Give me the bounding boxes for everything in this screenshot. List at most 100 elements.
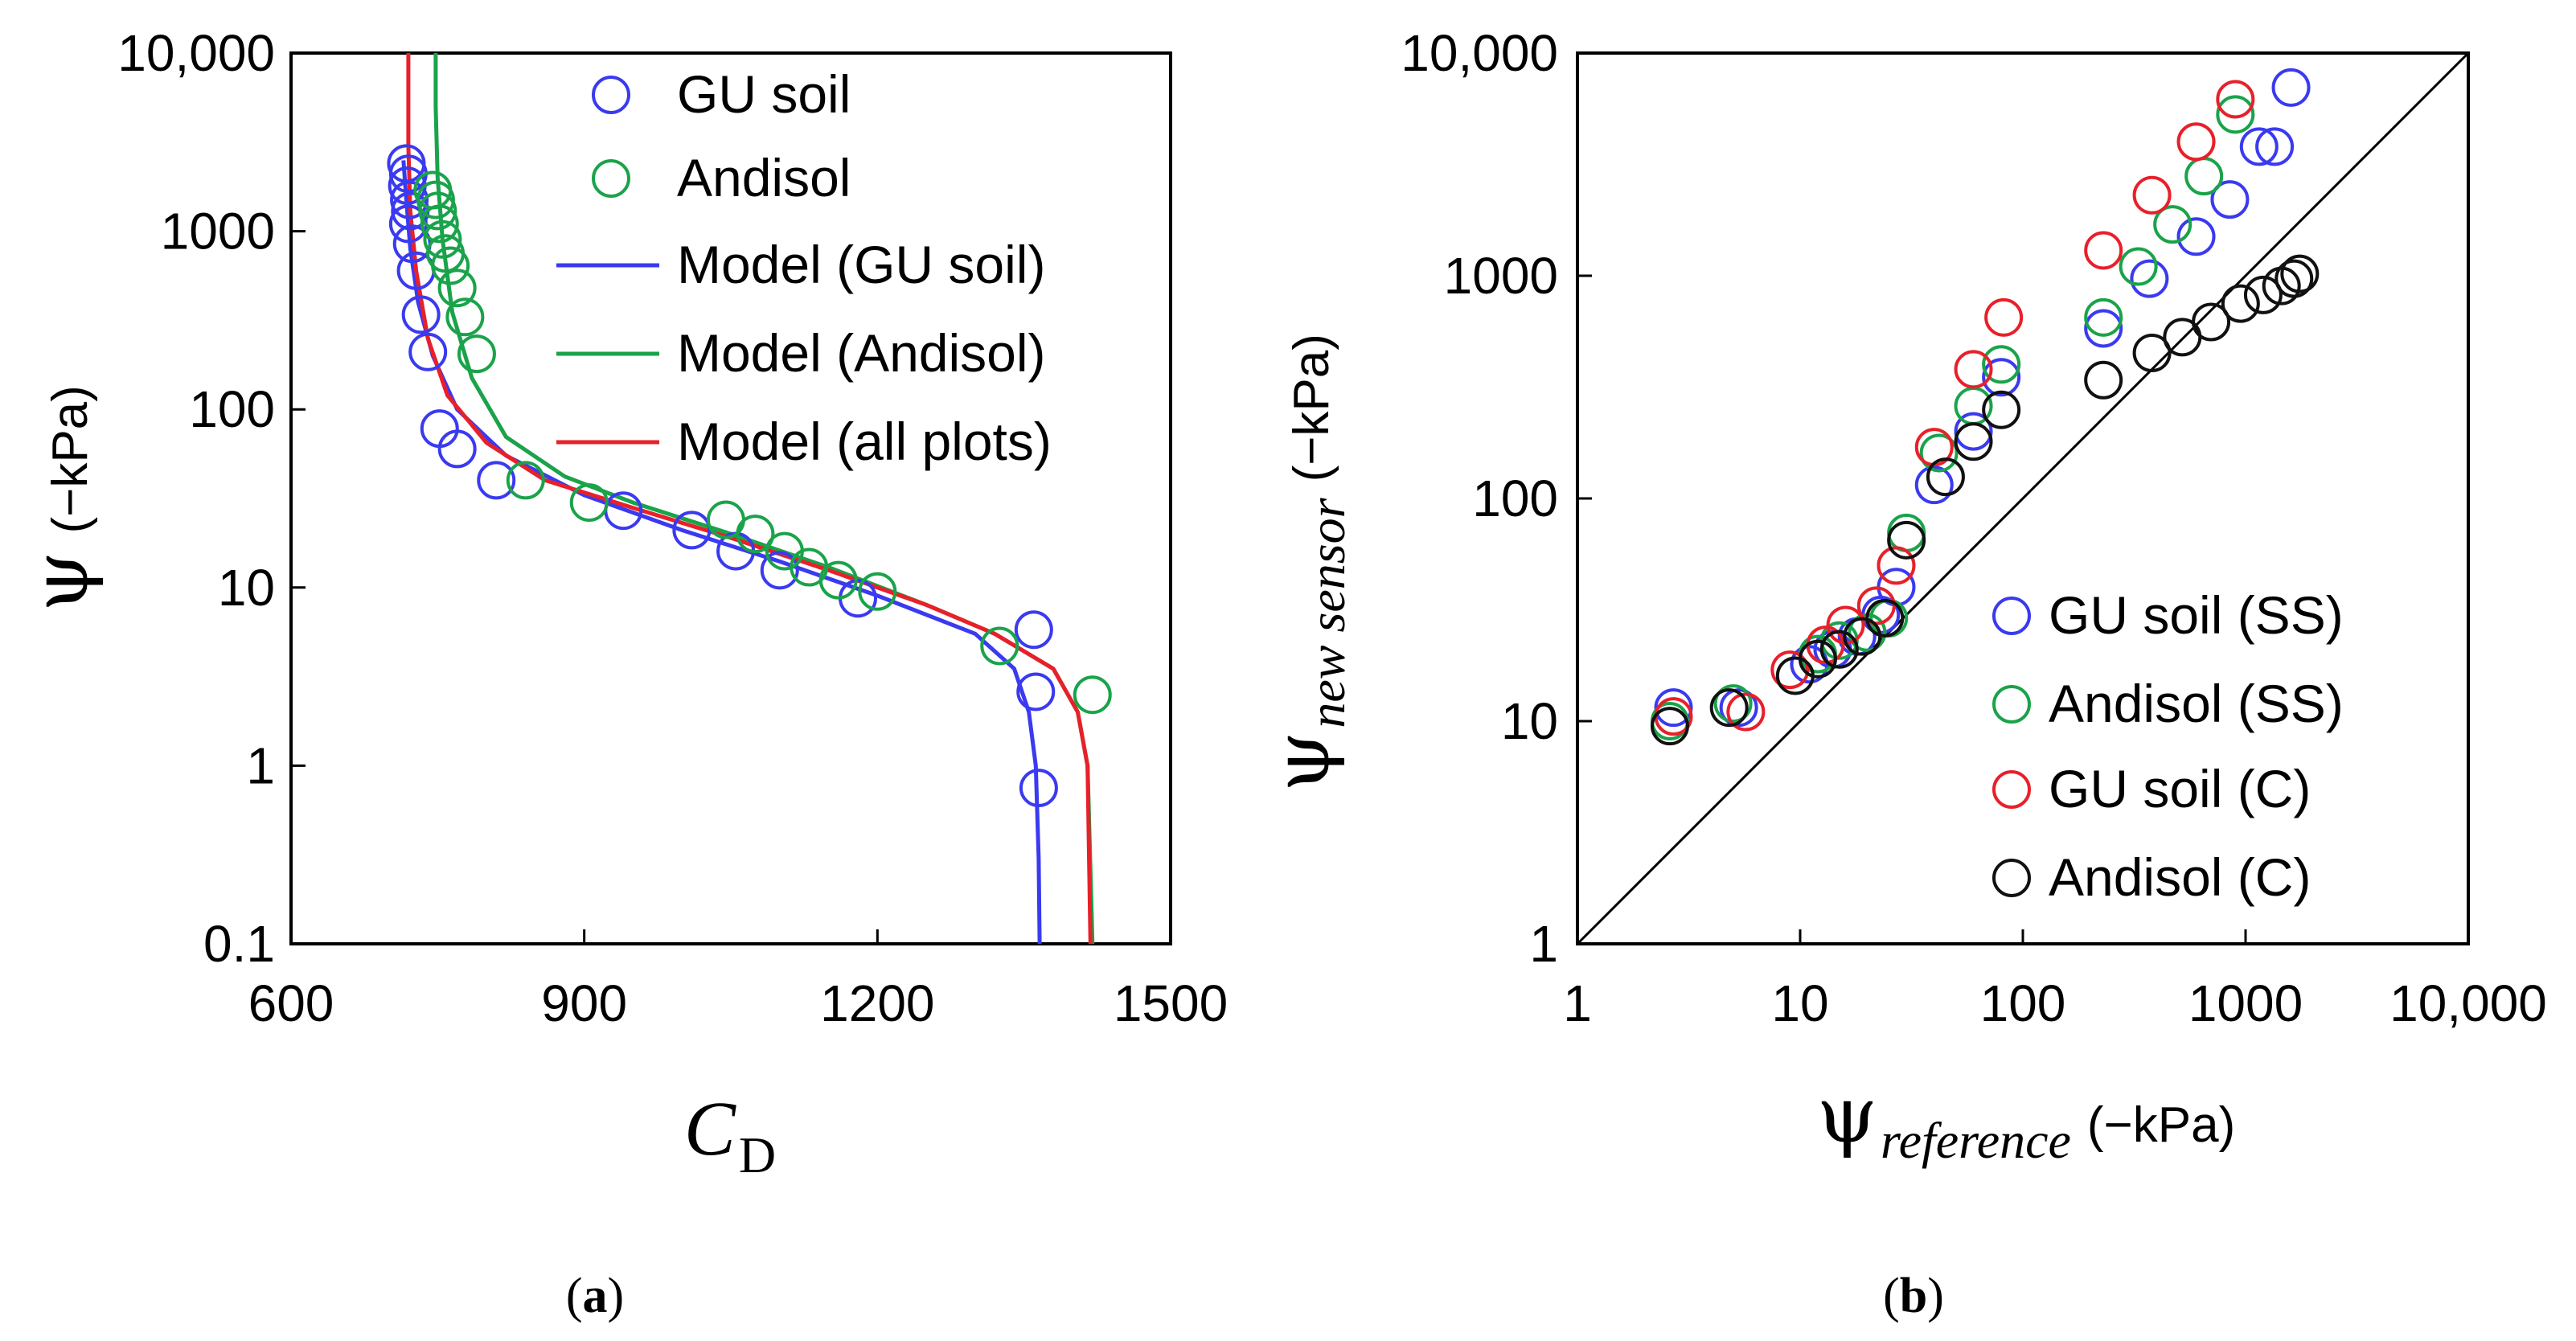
- point-andisol: [736, 515, 775, 554]
- point-gu-soil: [401, 295, 441, 334]
- point-andisol-c: [1865, 598, 1905, 638]
- point-gu-soil-c: [1984, 297, 2024, 337]
- point-gu-soil-ss: [2210, 180, 2250, 219]
- point-andisol: [457, 334, 496, 374]
- panel-b-xlabel-sub: reference: [1881, 1112, 2071, 1169]
- point-andisol-c: [1954, 422, 1993, 461]
- legend-label-model-all-plots: Model (all plots): [677, 412, 1052, 471]
- point-andisol: [431, 246, 470, 285]
- legend-label-gu-soil-c: GU soil (C): [2049, 759, 2311, 818]
- panel-a-caption-letter: a: [583, 1269, 608, 1323]
- panel-a-x-axis: 600 900 1200 1500: [248, 929, 1228, 1032]
- legend-marker-andisol-c: [1992, 859, 2031, 897]
- point-gu-soil-ss: [2084, 309, 2123, 348]
- point-gu-soil-c: [1770, 650, 1810, 690]
- point-gu-soil: [760, 551, 799, 590]
- panel-a-plot-frame: [289, 51, 1172, 945]
- point-andisol-c: [2221, 284, 2260, 323]
- legend-model-gu-soil: Model (GU soil): [556, 235, 1045, 294]
- point-andisol: [818, 560, 858, 600]
- panel-a-x-axis-label: C D: [684, 1085, 776, 1183]
- legend-label-gu-soil: GU soil: [677, 64, 851, 124]
- panel-a-model-lines: [401, 53, 1095, 944]
- point-gu-soil-c: [1954, 350, 1993, 389]
- point-andisol-c: [1819, 629, 1859, 669]
- panel-a-y-axis-label: ψ (−kPa): [15, 385, 105, 612]
- panel-a-x-tick-label: 600: [248, 974, 334, 1032]
- point-andisol-c: [1650, 707, 1689, 746]
- point-andisol-ss: [1713, 684, 1753, 724]
- panel-b-y-tick-label: 1: [1529, 915, 1558, 973]
- point-andisol-c: [1709, 688, 1749, 728]
- legend-andisol-c: Andisol (C): [1992, 847, 2311, 907]
- point-gu-soil-ss: [2239, 127, 2279, 166]
- point-gu-soil-c: [1856, 586, 1896, 625]
- panel-b-xlabel-symbol: ψ: [1817, 1070, 1877, 1160]
- legend-label-andisol-c: Andisol (C): [2049, 847, 2311, 907]
- point-gu-soil: [477, 461, 516, 500]
- legend-model-andisol: Model (Andisol): [556, 323, 1046, 383]
- point-andisol: [423, 219, 462, 259]
- panel-b-x-axis: 1 10 100 1000 10,000: [1563, 929, 2547, 1032]
- point-gu-soil: [390, 180, 429, 219]
- panel-b-caption-open: (: [1883, 1269, 1900, 1323]
- legend-gu-soil-ss: GU soil (SS): [1992, 585, 2344, 645]
- panel-a-ylabel-unit: (−kPa): [43, 385, 98, 533]
- panel-b-y-tick-label: 100: [1472, 470, 1558, 527]
- panel-a-caption: (a): [566, 1269, 624, 1323]
- point-andisol-c: [1982, 390, 2021, 429]
- panel-a-xlabel-main: C: [684, 1085, 736, 1171]
- point-gu-soil: [672, 511, 712, 550]
- point-andisol-c: [2192, 302, 2231, 342]
- panel-b-y-tick-label: 10: [1501, 692, 1558, 750]
- point-gu-soil-ss: [2255, 127, 2295, 166]
- panel-b-caption-letter: b: [1900, 1269, 1927, 1323]
- legend-marker-andisol: [592, 159, 630, 198]
- panel-a-y-tick-label: 1: [246, 736, 275, 794]
- panel-a-x-tick-label: 1200: [820, 974, 934, 1032]
- point-andisol: [418, 191, 457, 231]
- point-andisol: [858, 572, 897, 611]
- point-gu-soil-c: [1726, 692, 1766, 732]
- panel-b-ylabel-sub: new sensor: [1298, 497, 1356, 728]
- point-andisol-ss: [2216, 95, 2255, 134]
- point-gu-soil-ss: [2130, 259, 2169, 298]
- point-andisol: [1073, 675, 1112, 715]
- point-andisol: [437, 269, 477, 308]
- point-andisol-ss: [1982, 345, 2021, 384]
- point-gu-soil-c: [2176, 122, 2216, 162]
- series-line-model-gu-soil: [401, 160, 1042, 944]
- point-gu-soil-ss: [2176, 217, 2216, 256]
- point-gu-soil-ss: [1954, 412, 1993, 451]
- panel-a-y-tick-label: 0.1: [203, 915, 275, 973]
- legend-marker-gu-soil-c: [1992, 770, 2031, 809]
- point-andisol-ss: [2119, 247, 2158, 286]
- legend-label-andisol-ss: Andisol (SS): [2049, 674, 2344, 733]
- panel-a-y-tick-label: 1000: [161, 203, 275, 260]
- point-gu-soil: [1016, 672, 1056, 712]
- point-gu-soil: [1019, 769, 1058, 808]
- svg-text:ψ new sensor (: ψ new sensor (−kPa): [1257, 334, 1356, 792]
- panel-b-y-axis-label: ψ new sensor (−kPa): [1257, 334, 1356, 792]
- panel-b-y-tick-label: 10,000: [1401, 24, 1558, 82]
- point-gu-soil-c: [2084, 231, 2123, 270]
- legend-model-all-plots: Model (all plots): [556, 412, 1052, 471]
- panel-b-x-tick-label: 10: [1771, 974, 1828, 1032]
- legend-label-gu-soil-ss: GU soil (SS): [2049, 585, 2344, 645]
- panel-b-ylabel-symbol: ψ: [1257, 732, 1347, 792]
- point-gu-soil-ss: [2271, 68, 2311, 107]
- panel-a-legend: GU soil Andisol Model (GU soil) Model (A…: [556, 64, 1052, 471]
- point-andisol-c: [1798, 639, 1837, 679]
- legend-andisol-ss: Andisol (SS): [1992, 674, 2344, 733]
- point-andisol: [980, 626, 1019, 666]
- panel-a-caption-open: (: [566, 1269, 583, 1323]
- legend-label-andisol: Andisol: [677, 148, 851, 207]
- point-gu-soil: [1014, 610, 1053, 650]
- panel-b-x-tick-label: 1: [1563, 974, 1592, 1032]
- legend-label-model-gu-soil: Model (GU soil): [677, 235, 1045, 294]
- point-andisol-c: [2243, 275, 2283, 314]
- legend-gu-soil-c: GU soil (C): [1992, 759, 2311, 818]
- panel-b-caption: (b): [1883, 1269, 1944, 1323]
- point-gu-soil: [437, 429, 477, 469]
